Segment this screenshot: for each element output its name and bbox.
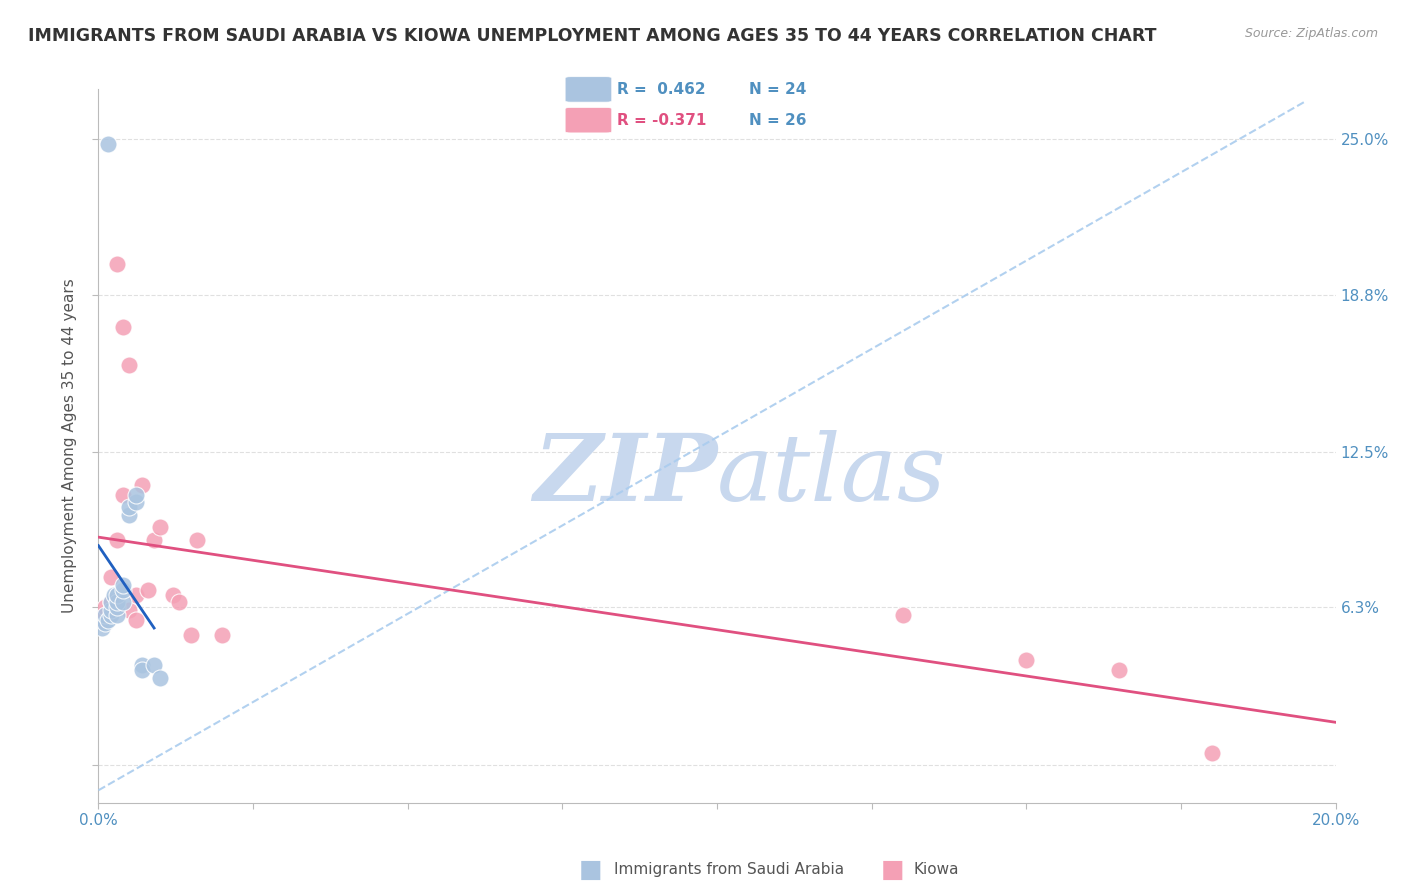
Point <box>891 607 914 622</box>
Point <box>105 607 128 622</box>
Point <box>131 663 153 677</box>
Point <box>112 595 135 609</box>
Point <box>124 613 146 627</box>
Point <box>118 508 141 522</box>
Point <box>100 603 122 617</box>
Point <box>162 588 184 602</box>
Point <box>1201 746 1223 760</box>
Text: Immigrants from Saudi Arabia: Immigrants from Saudi Arabia <box>614 863 845 877</box>
Text: R = -0.371: R = -0.371 <box>617 112 707 128</box>
Y-axis label: Unemployment Among Ages 35 to 44 years: Unemployment Among Ages 35 to 44 years <box>62 278 77 614</box>
Text: Source: ZipAtlas.com: Source: ZipAtlas.com <box>1244 27 1378 40</box>
Point <box>143 533 166 547</box>
Text: N = 26: N = 26 <box>749 112 806 128</box>
Point <box>186 533 208 547</box>
Point <box>124 488 146 502</box>
Point <box>97 613 120 627</box>
Point <box>149 520 172 534</box>
Point <box>149 671 172 685</box>
Point <box>118 603 141 617</box>
Point <box>1108 663 1130 677</box>
Text: R =  0.462: R = 0.462 <box>617 82 706 97</box>
Point <box>118 500 141 515</box>
Point <box>90 613 112 627</box>
Point <box>93 600 115 615</box>
Text: ZIP: ZIP <box>533 430 717 519</box>
FancyBboxPatch shape <box>565 77 612 103</box>
Point <box>105 533 128 547</box>
Point <box>103 588 125 602</box>
Point <box>105 257 128 271</box>
Point <box>105 600 128 615</box>
Point <box>112 578 135 592</box>
Point <box>124 588 146 602</box>
Point <box>112 488 135 502</box>
Text: atlas: atlas <box>717 430 946 519</box>
Point <box>1015 653 1038 667</box>
Point <box>112 582 135 597</box>
Point <box>180 628 202 642</box>
Point <box>118 358 141 372</box>
Point <box>100 595 122 609</box>
Point <box>143 658 166 673</box>
Point <box>100 595 122 609</box>
Point <box>105 588 128 602</box>
Point <box>211 628 233 642</box>
Point <box>131 478 153 492</box>
Point <box>167 595 190 609</box>
FancyBboxPatch shape <box>565 108 612 133</box>
Point <box>124 495 146 509</box>
Text: ■: ■ <box>579 858 602 881</box>
Text: N = 24: N = 24 <box>749 82 806 97</box>
Point <box>100 570 122 584</box>
Point <box>131 658 153 673</box>
Point <box>97 137 120 152</box>
Point <box>93 607 115 622</box>
Point <box>93 607 115 622</box>
Text: Kiowa: Kiowa <box>914 863 959 877</box>
Point <box>112 320 135 334</box>
Point <box>100 607 122 622</box>
Point <box>90 621 112 635</box>
Point <box>93 615 115 630</box>
Text: IMMIGRANTS FROM SAUDI ARABIA VS KIOWA UNEMPLOYMENT AMONG AGES 35 TO 44 YEARS COR: IMMIGRANTS FROM SAUDI ARABIA VS KIOWA UN… <box>28 27 1157 45</box>
Text: ■: ■ <box>882 858 904 881</box>
Point <box>136 582 159 597</box>
Point <box>105 595 128 609</box>
